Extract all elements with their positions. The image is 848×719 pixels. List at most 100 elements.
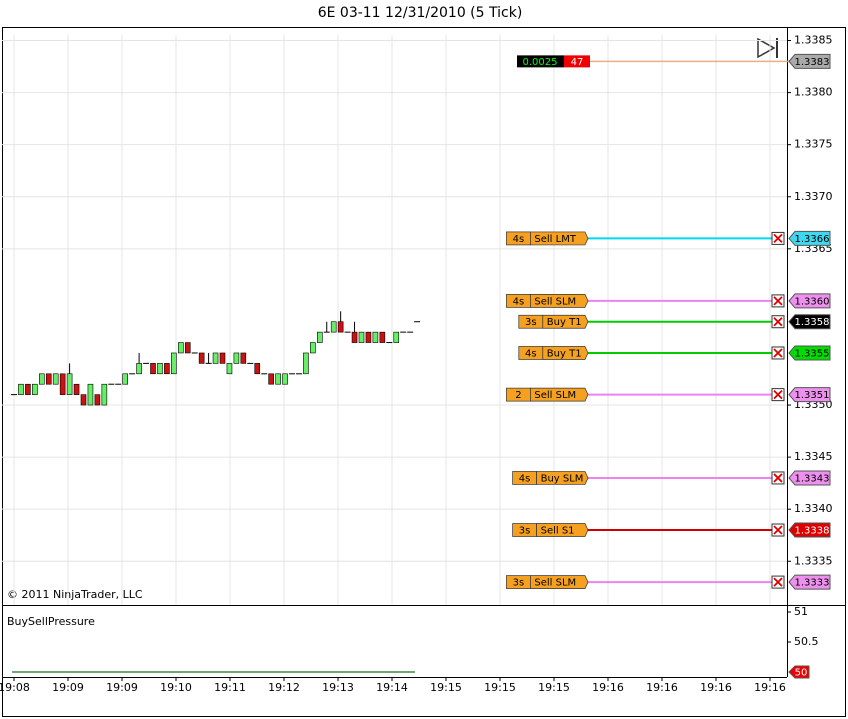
order-name-box — [530, 387, 589, 402]
grid — [2, 35, 787, 605]
candle-body — [80, 394, 87, 406]
cancel-x — [773, 317, 783, 327]
candle-body — [45, 373, 52, 385]
order-name-box — [530, 294, 589, 308]
candle-body — [393, 331, 400, 343]
order-qty: 4s — [525, 348, 537, 359]
y-tick-label: 50.5 — [794, 635, 819, 648]
order-qty: 4s — [519, 473, 531, 484]
x-tick-label: 19:16 — [700, 681, 732, 694]
candle-body — [240, 352, 247, 364]
distance-box — [517, 55, 564, 68]
x-tick-label: 19:16 — [592, 681, 624, 694]
price-marker-label: 1.3360 — [795, 296, 830, 307]
candle-body — [136, 363, 142, 375]
x-tick-label: 19:15 — [538, 681, 570, 694]
order-name-box — [530, 575, 589, 589]
order-name: Sell SLM — [534, 390, 576, 401]
candle-body — [372, 331, 379, 343]
x-tick-label: 19:15 — [484, 681, 516, 694]
candle-body — [157, 363, 163, 375]
marks: 19:08 19:09 19:09 19:10 19:11 19:12 19:13 19:14… — [0, 34, 833, 694]
candle-body — [303, 352, 309, 375]
indicator-marker — [788, 665, 810, 679]
cancel-x — [773, 296, 783, 306]
y-tick-label: 51 — [794, 605, 808, 618]
order-name: Buy T1 — [547, 348, 582, 359]
candle-body — [219, 352, 226, 364]
x-tick-label: 19:13 — [322, 681, 354, 694]
candle-body — [32, 383, 38, 395]
order-qty: 4s — [513, 234, 525, 245]
indicator-name: BuySellPressure — [7, 615, 95, 628]
x-tick-label: 19:09 — [52, 681, 84, 694]
candle-body — [122, 373, 128, 385]
cancel-x — [773, 525, 783, 535]
order-name-box — [542, 346, 589, 360]
candle-body — [351, 331, 358, 343]
price-marker — [788, 293, 831, 309]
price-marker — [788, 53, 831, 69]
order-name: Buy SLM — [541, 473, 584, 484]
order-name-box — [530, 231, 589, 246]
y-tick-label: 1.3340 — [794, 502, 833, 515]
y-tick-label: 1.3385 — [794, 34, 833, 47]
candle-body — [178, 342, 184, 354]
order-qty: 4s — [513, 296, 525, 307]
order-name-box — [536, 471, 589, 485]
order-name: Sell LMT — [534, 234, 576, 245]
candle-body — [212, 352, 219, 364]
price-marker-label: 1.3338 — [795, 526, 830, 537]
candle-body — [226, 363, 233, 375]
candle-body — [73, 383, 80, 395]
price-marker-label: 1.3355 — [795, 348, 830, 359]
price-marker-label: 1.3333 — [795, 578, 830, 589]
price-marker-label: 1.3351 — [795, 390, 830, 401]
y-tick-label: 1.3375 — [794, 138, 833, 151]
count-label: 47 — [571, 57, 584, 68]
y-tick-label: 1.3370 — [794, 190, 833, 203]
price-marker — [788, 345, 831, 361]
y-tick-label: 1.3335 — [794, 554, 833, 567]
price-marker-label: 1.3366 — [795, 234, 830, 245]
candle-body — [268, 373, 274, 385]
price-marker-label: 1.3383 — [795, 57, 830, 68]
candle-body — [337, 321, 344, 333]
x-tick-label: 19:16 — [646, 681, 678, 694]
candle-body — [233, 352, 240, 364]
order-name: Buy T1 — [547, 317, 582, 328]
candle-body — [164, 363, 170, 375]
candle-body — [18, 383, 24, 395]
price-marker-label: 1.3358 — [795, 317, 830, 328]
order-qty: 2 — [515, 390, 521, 401]
price-marker — [788, 470, 831, 486]
price-marker — [788, 314, 831, 330]
order-qty: 3s — [513, 578, 525, 589]
candle-body — [150, 363, 156, 375]
play-icon — [757, 37, 778, 59]
distance-label: 0.0025 — [523, 57, 558, 68]
cancel-x — [773, 577, 783, 587]
order-qty: 3s — [519, 526, 531, 537]
x-tick-label: 19:10 — [160, 681, 192, 694]
order-name-box — [536, 523, 589, 537]
price-marker-label: 1.3343 — [795, 473, 830, 484]
price-marker — [788, 574, 831, 590]
order-qty: 3s — [525, 317, 537, 328]
order-name-box — [542, 314, 589, 329]
price-marker — [788, 522, 831, 538]
candle-body — [25, 383, 31, 395]
price-marker — [788, 230, 831, 246]
candle-body — [198, 352, 205, 364]
cancel-x — [773, 389, 783, 400]
candle-body — [38, 373, 45, 385]
candle-body — [282, 373, 288, 385]
order-name: Sell SLM — [534, 578, 576, 589]
price-marker — [788, 387, 831, 403]
chart-title: 6E 03-11 12/31/2010 (5 Tick) — [318, 5, 523, 21]
indicator-marker-label: 50 — [795, 668, 808, 679]
candle-body — [66, 373, 73, 395]
x-tick-label: 19:16 — [754, 681, 786, 694]
